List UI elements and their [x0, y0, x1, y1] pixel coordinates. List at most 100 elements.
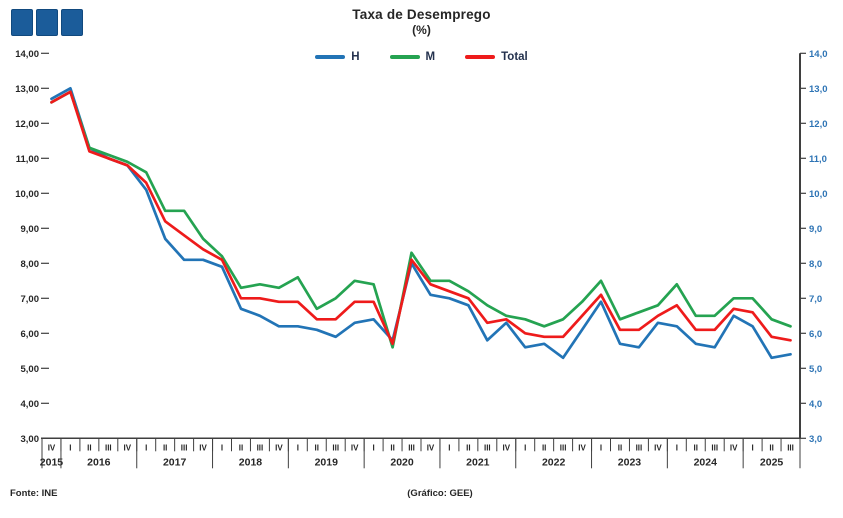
svg-text:2022: 2022	[542, 456, 566, 468]
y-axis-left: 14,00 13,00 12,00 11,00 10,00 9,00 8,00 7,00 6,0…	[15, 49, 49, 445]
credit-note: (Gráfico: GEE)	[407, 488, 473, 499]
svg-text:11,0: 11,0	[809, 154, 827, 165]
svg-text:14,0: 14,0	[809, 49, 828, 60]
svg-text:II: II	[239, 443, 243, 452]
svg-text:13,00: 13,00	[15, 84, 39, 95]
legend-label-h: H	[351, 51, 360, 63]
svg-text:7,0: 7,0	[809, 294, 822, 305]
svg-text:8,0: 8,0	[809, 259, 822, 270]
svg-text:I: I	[145, 443, 147, 452]
svg-text:10,0: 10,0	[809, 189, 828, 200]
svg-text:III: III	[105, 443, 112, 452]
svg-text:II: II	[769, 443, 773, 452]
svg-text:4,0: 4,0	[809, 399, 822, 410]
svg-text:3,00: 3,00	[21, 434, 40, 445]
svg-text:11,00: 11,00	[16, 154, 39, 165]
chart-legend: H M Total	[0, 51, 843, 63]
svg-text:6,00: 6,00	[21, 329, 40, 340]
svg-text:2024: 2024	[694, 456, 718, 468]
svg-text:II: II	[542, 443, 546, 452]
svg-text:I: I	[221, 443, 223, 452]
svg-text:II: II	[315, 443, 319, 452]
svg-text:12,0: 12,0	[809, 119, 828, 130]
svg-text:III: III	[484, 443, 491, 452]
svg-text:8,00: 8,00	[21, 259, 40, 270]
svg-text:I: I	[600, 443, 602, 452]
svg-text:IV: IV	[275, 443, 283, 452]
svg-text:III: III	[408, 443, 415, 452]
svg-text:IV: IV	[654, 443, 662, 452]
svg-text:2015: 2015	[40, 456, 64, 468]
chart-title: Taxa de Desemprego	[352, 7, 491, 22]
svg-text:II: II	[163, 443, 167, 452]
svg-text:III: III	[332, 443, 339, 452]
svg-text:12,00: 12,00	[15, 119, 39, 130]
legend-swatch-total	[465, 55, 496, 59]
svg-text:5,00: 5,00	[21, 364, 40, 375]
svg-text:I: I	[676, 443, 678, 452]
svg-text:2019: 2019	[315, 456, 339, 468]
source-note: Fonte: INE	[10, 488, 58, 499]
svg-text:14,00: 14,00	[15, 49, 39, 60]
legend-swatch-m	[389, 55, 420, 59]
chart-subtitle: (%)	[412, 23, 431, 37]
svg-text:II: II	[390, 443, 394, 452]
svg-text:IV: IV	[427, 443, 435, 452]
svg-text:2025: 2025	[760, 456, 784, 468]
svg-text:2018: 2018	[239, 456, 263, 468]
svg-text:3,0: 3,0	[809, 434, 822, 445]
svg-text:10,00: 10,00	[15, 189, 39, 200]
svg-text:II: II	[87, 443, 91, 452]
svg-text:I: I	[69, 443, 71, 452]
svg-text:IV: IV	[199, 443, 207, 452]
svg-text:III: III	[711, 443, 718, 452]
y-axis-right: 14,0 13,0 12,0 11,0 10,0 9,0 8,0 7,0 6,0 5,0 4,0 3,…	[799, 49, 828, 445]
svg-text:I: I	[752, 443, 754, 452]
svg-text:9,00: 9,00	[21, 224, 40, 235]
legend-item-total: Total	[465, 51, 528, 63]
svg-text:I: I	[448, 443, 450, 452]
series-Total	[50, 90, 792, 346]
logo-square-icon	[11, 9, 33, 36]
series-H	[50, 86, 792, 360]
svg-text:2023: 2023	[618, 456, 642, 468]
svg-text:IV: IV	[123, 443, 131, 452]
svg-text:IV: IV	[502, 443, 510, 452]
legend-label-m: M	[425, 51, 436, 63]
legend-item-h: H	[315, 51, 360, 63]
svg-text:III: III	[560, 443, 567, 452]
logo-square-icon	[61, 9, 83, 36]
svg-text:II: II	[618, 443, 622, 452]
svg-text:5,0: 5,0	[809, 364, 822, 375]
svg-text:I: I	[524, 443, 526, 452]
series-M	[50, 90, 792, 349]
svg-text:III: III	[787, 443, 794, 452]
legend-label-total: Total	[501, 51, 528, 63]
svg-text:2021: 2021	[466, 456, 490, 468]
svg-text:II: II	[694, 443, 698, 452]
svg-text:2016: 2016	[87, 456, 111, 468]
logo	[11, 9, 83, 36]
svg-text:IV: IV	[730, 443, 738, 452]
svg-text:III: III	[257, 443, 264, 452]
svg-text:I: I	[373, 443, 375, 452]
legend-swatch-h	[315, 55, 346, 59]
svg-text:III: III	[181, 443, 188, 452]
svg-text:4,00: 4,00	[21, 399, 40, 410]
svg-text:6,0: 6,0	[809, 329, 822, 340]
svg-text:I: I	[297, 443, 299, 452]
svg-text:2020: 2020	[390, 456, 414, 468]
legend-item-m: M	[389, 51, 436, 63]
svg-text:2017: 2017	[163, 456, 187, 468]
logo-square-icon	[36, 9, 58, 36]
svg-text:IV: IV	[578, 443, 586, 452]
svg-text:II: II	[466, 443, 470, 452]
svg-text:13,0: 13,0	[809, 84, 828, 95]
svg-text:III: III	[636, 443, 643, 452]
svg-text:9,0: 9,0	[809, 224, 822, 235]
svg-text:IV: IV	[351, 443, 359, 452]
svg-text:7,00: 7,00	[21, 294, 40, 305]
